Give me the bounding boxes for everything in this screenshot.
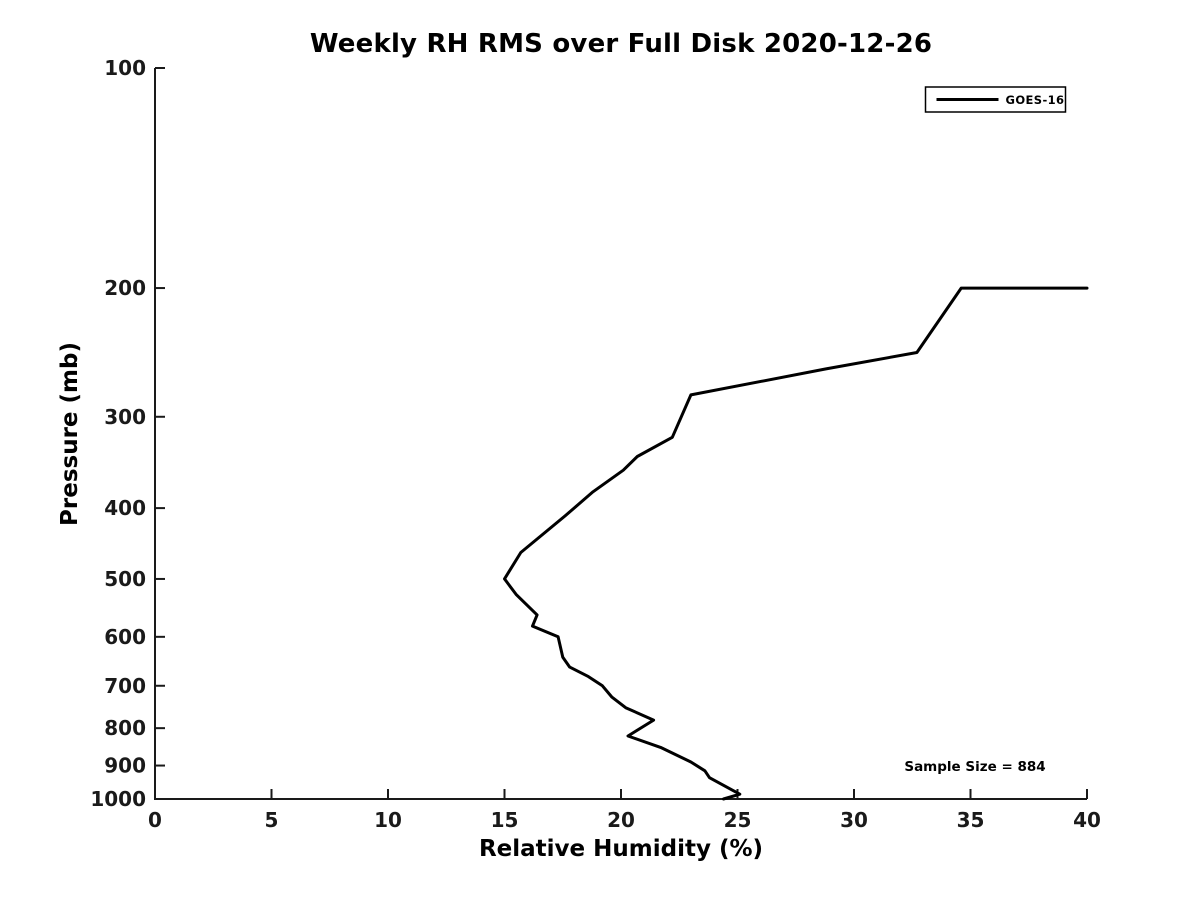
x-tick-label: 15 [491,808,519,832]
y-tick-label: 800 [104,716,146,740]
x-tick-label: 35 [957,808,985,832]
x-tick-label: 20 [607,808,635,832]
x-tick-label: 40 [1073,808,1101,832]
y-tick-label: 100 [104,56,146,80]
y-tick-label: 700 [104,674,146,698]
legend-item-label: GOES-16 [1006,93,1065,107]
x-tick-label: 25 [724,808,752,832]
y-tick-label: 400 [104,496,146,520]
x-tick-label: 10 [374,808,402,832]
y-tick-label: 500 [104,567,146,591]
x-axis-label: Relative Humidity (%) [478,836,764,862]
x-tick-label: 30 [840,808,868,832]
y-tick-label: 600 [104,625,146,649]
y-tick-label: 900 [104,754,146,778]
x-tick-label: 5 [265,808,279,832]
y-tick-label: 200 [104,276,146,300]
sample-size-annotation: Sample Size = 884 [904,759,1045,775]
chart-title: Weekly RH RMS over Full Disk 2020-12-26 [309,29,933,59]
rh-profile-line [503,286,1089,801]
y-tick-label: 300 [104,405,146,429]
x-tick-label: 0 [148,808,162,832]
y-tick-label: 1000 [90,787,146,811]
